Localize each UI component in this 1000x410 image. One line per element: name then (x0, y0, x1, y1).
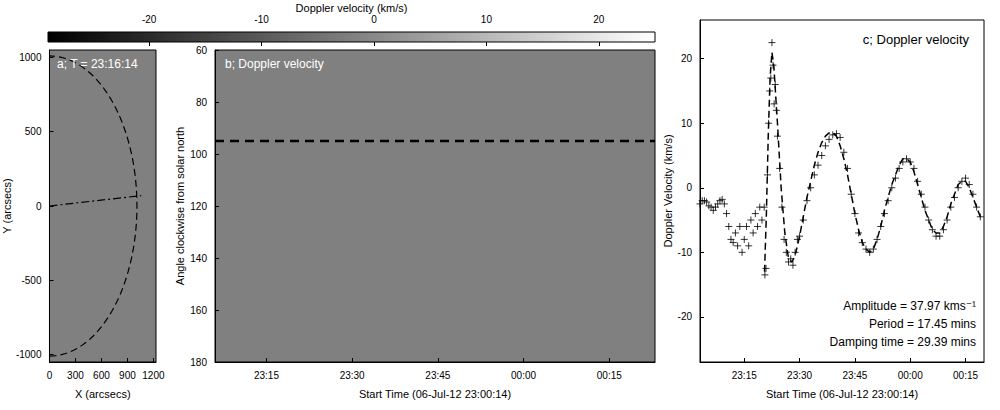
svg-text:0: 0 (36, 201, 42, 212)
svg-text:20: 20 (593, 14, 605, 25)
svg-text:-1000: -1000 (16, 349, 42, 360)
svg-text:Damping time = 29.39 mins: Damping time = 29.39 mins (830, 335, 976, 349)
svg-text:23:45: 23:45 (842, 370, 867, 381)
svg-text:120: 120 (190, 201, 207, 212)
svg-text:00:15: 00:15 (597, 370, 622, 381)
svg-text:1000: 1000 (19, 52, 42, 63)
svg-text:-20: -20 (142, 14, 157, 25)
svg-text:Start Time (06-Jul-12 23:00:14: Start Time (06-Jul-12 23:00:14) (766, 388, 918, 400)
svg-text:20: 20 (681, 53, 693, 64)
svg-text:300: 300 (67, 370, 84, 381)
svg-text:00:15: 00:15 (953, 370, 978, 381)
svg-text:0: 0 (686, 182, 692, 193)
svg-text:23:30: 23:30 (340, 370, 365, 381)
svg-text:X (arcsecs): X (arcsecs) (75, 388, 131, 400)
svg-text:Start Time (06-Jul-12 23:00:14: Start Time (06-Jul-12 23:00:14) (359, 388, 511, 400)
svg-text:1200: 1200 (142, 370, 165, 381)
svg-text:-10: -10 (678, 247, 693, 258)
svg-text:c; Doppler velocity: c; Doppler velocity (863, 32, 970, 47)
svg-text:b; Doppler velocity: b; Doppler velocity (225, 57, 324, 71)
svg-text:23:15: 23:15 (732, 370, 757, 381)
svg-text:Amplitude = 37.97 kms⁻¹: Amplitude = 37.97 kms⁻¹ (843, 299, 976, 313)
svg-text:140: 140 (190, 253, 207, 264)
svg-text:23:45: 23:45 (425, 370, 450, 381)
svg-text:900: 900 (119, 370, 136, 381)
svg-text:180: 180 (190, 357, 207, 368)
svg-text:600: 600 (93, 370, 110, 381)
svg-text:0: 0 (47, 370, 53, 381)
svg-text:Doppler velocity (km/s): Doppler velocity (km/s) (296, 2, 408, 14)
svg-text:160: 160 (190, 305, 207, 316)
svg-text:0: 0 (371, 14, 377, 25)
svg-text:10: 10 (681, 118, 693, 129)
svg-text:00:00: 00:00 (511, 370, 536, 381)
svg-text:500: 500 (25, 126, 42, 137)
svg-text:23:15: 23:15 (254, 370, 279, 381)
svg-text:Angle clockwise from solar nor: Angle clockwise from solar north (174, 127, 186, 285)
svg-text:80: 80 (196, 97, 208, 108)
svg-text:Period = 17.45 mins: Period = 17.45 mins (869, 317, 976, 331)
svg-text:100: 100 (190, 149, 207, 160)
svg-text:00:00: 00:00 (898, 370, 923, 381)
svg-text:a; T = 23:16:14: a; T = 23:16:14 (57, 57, 138, 71)
svg-text:23:30: 23:30 (787, 370, 812, 381)
svg-text:Y (arcsecs): Y (arcsecs) (1, 178, 13, 233)
svg-text:-500: -500 (21, 275, 41, 286)
svg-text:-20: -20 (678, 311, 693, 322)
svg-text:Doppler Velocity (km/s): Doppler Velocity (km/s) (662, 134, 674, 247)
svg-text:60: 60 (196, 45, 208, 56)
svg-text:-10: -10 (254, 14, 269, 25)
svg-text:10: 10 (481, 14, 493, 25)
